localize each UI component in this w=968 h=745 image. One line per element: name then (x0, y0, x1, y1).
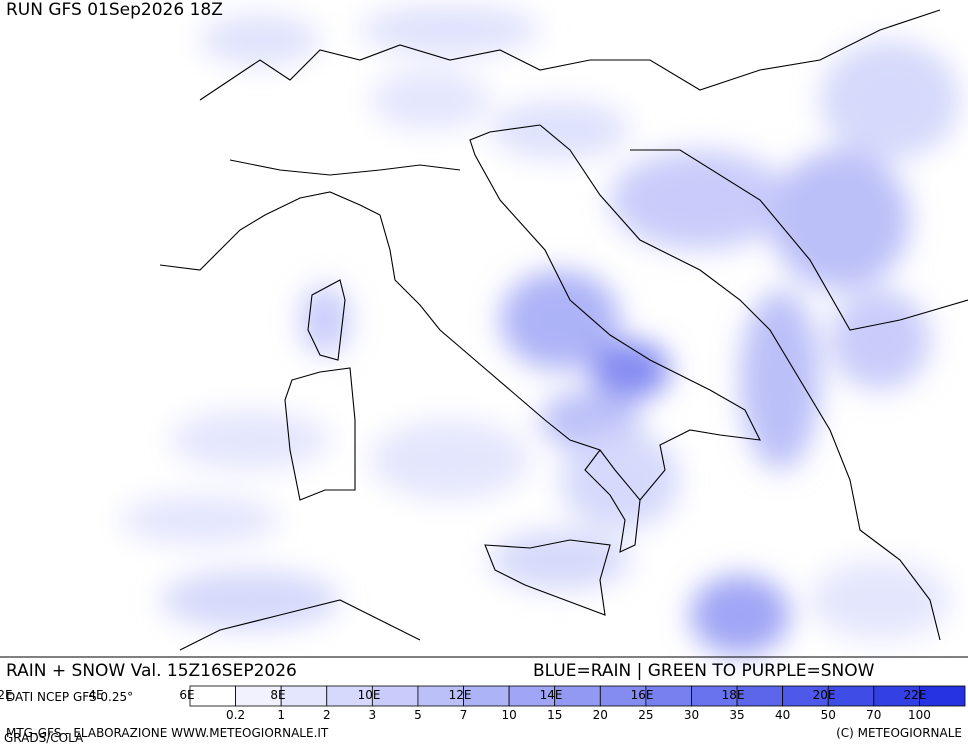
copyright-label: (C) METEOGIORNALE (836, 726, 962, 740)
legend-threshold: 35 (729, 708, 744, 722)
legend-swatch (189, 685, 236, 707)
longitude-label: 16E (631, 688, 654, 702)
software-label: GRADS/COLA (4, 731, 84, 745)
run-label: RUN GFS 01Sep2026 18Z (6, 0, 223, 20)
legend-threshold: 30 (684, 708, 699, 722)
legend-threshold: 2 (323, 708, 331, 722)
legend-swatch (280, 685, 328, 707)
legend-swatch (919, 685, 966, 707)
legend-threshold: 100 (908, 708, 931, 722)
precipitation-field (120, 5, 960, 655)
legend-threshold: 1 (277, 708, 285, 722)
source-label: DATI NCEP GFS 0.25° (6, 690, 133, 704)
longitude-label: 20E (813, 688, 836, 702)
longitude-label: 8E (270, 688, 285, 702)
longitude-label: 22E (904, 688, 927, 702)
legend-threshold: 50 (821, 708, 836, 722)
longitude-label: 14E (540, 688, 563, 702)
coastlines (159, 9, 968, 651)
legend-threshold: 10 (501, 708, 516, 722)
legend-threshold: 20 (593, 708, 608, 722)
legend-threshold: 15 (547, 708, 562, 722)
field-label: RAIN + SNOW Val. 15Z16SEP2026 (6, 661, 297, 681)
longitude-label: 4E (88, 688, 103, 702)
legend-threshold: 40 (775, 708, 790, 722)
legend-threshold: 3 (369, 708, 377, 722)
longitude-label: 12E (449, 688, 472, 702)
legend-threshold: 0.2 (226, 708, 245, 722)
legend-threshold: 5 (414, 708, 422, 722)
credit-label: MTG-GFS - ELABORAZIONE WWW.METEOGIORNALE… (6, 726, 329, 740)
longitude-label: 18E (722, 688, 745, 702)
legend-threshold: 25 (638, 708, 653, 722)
legend-threshold: 7 (460, 708, 468, 722)
longitude-label: 10E (358, 688, 381, 702)
longitude-label: 2E (0, 688, 13, 702)
legend-threshold: 70 (866, 708, 881, 722)
longitude-label: 6E (179, 688, 194, 702)
color-key: BLUE=RAIN | GREEN TO PURPLE=SNOW (533, 661, 875, 681)
